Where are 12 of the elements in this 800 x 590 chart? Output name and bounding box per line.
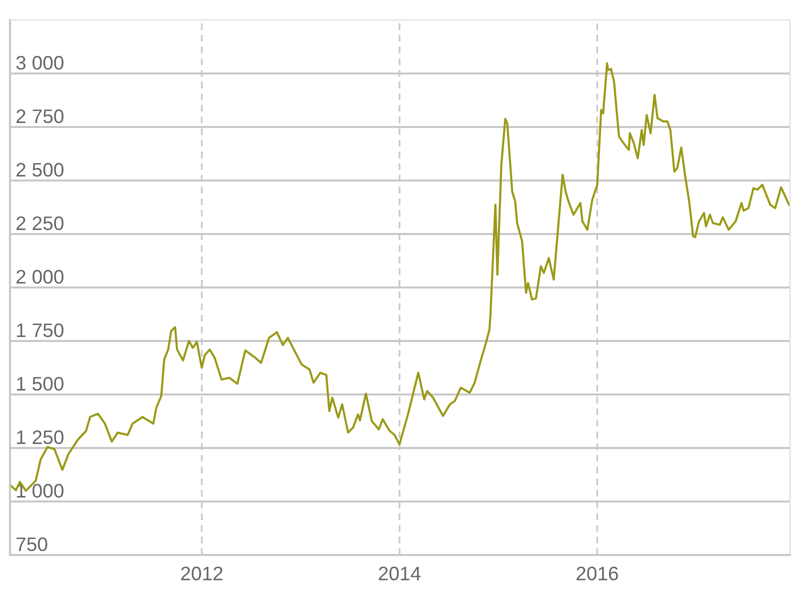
x-tick-label: 2016 [576,566,618,580]
y-tick-label: 1 250 [17,430,64,444]
x-tick-label: 2012 [181,566,222,580]
y-tick-label: 1 500 [17,376,64,391]
y-tick-label: 1 750 [17,323,64,338]
x-tick-label: 2014 [378,566,421,580]
y-tick-label: 2 500 [16,162,64,177]
y-tick-label: 2 000 [16,270,64,284]
y-tick-label: 2 250 [16,216,64,230]
y-tick-label: 2 750 [16,109,64,124]
y-tick-label: 750 [16,537,48,552]
y-tick-label: 3 000 [16,56,64,70]
